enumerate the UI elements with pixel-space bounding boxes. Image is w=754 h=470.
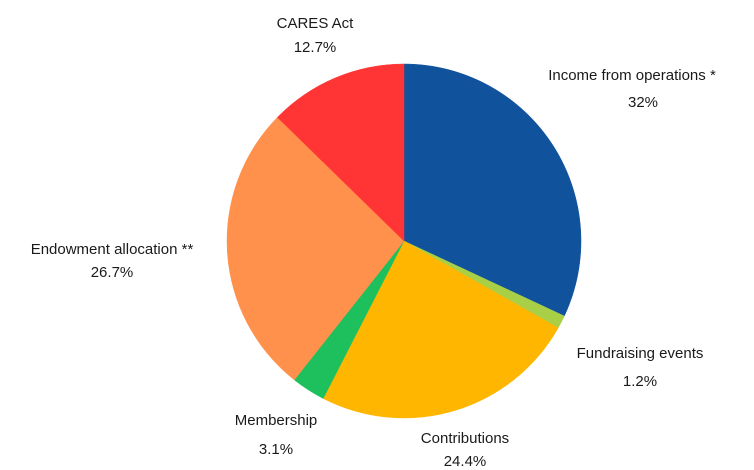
slice-value-income-from-operations: 32% (628, 94, 658, 111)
pie-slices (226, 63, 582, 419)
slice-label-income-from-operations: Income from operations * (548, 67, 716, 84)
slice-label-endowment-allocation: Endowment allocation ** (31, 241, 194, 258)
slice-label-membership: Membership (235, 412, 318, 429)
slice-label-contributions: Contributions (421, 430, 509, 447)
pie-slice-endowment-allocation (226, 116, 405, 381)
slice-label-cares-act: CARES Act (277, 15, 355, 32)
slice-value-contributions: 24.4% (444, 453, 487, 470)
pie-slice-cares-act (277, 63, 405, 242)
slice-value-membership: 3.1% (259, 441, 293, 458)
pie-slice-contributions (322, 240, 559, 419)
slice-label-fundraising-events: Fundraising events (577, 345, 704, 362)
slice-value-endowment-allocation: 26.7% (91, 264, 134, 281)
pie-slice-income-from-operations (403, 63, 582, 317)
slice-value-fundraising-events: 1.2% (623, 373, 657, 390)
slice-value-cares-act: 12.7% (294, 39, 337, 56)
